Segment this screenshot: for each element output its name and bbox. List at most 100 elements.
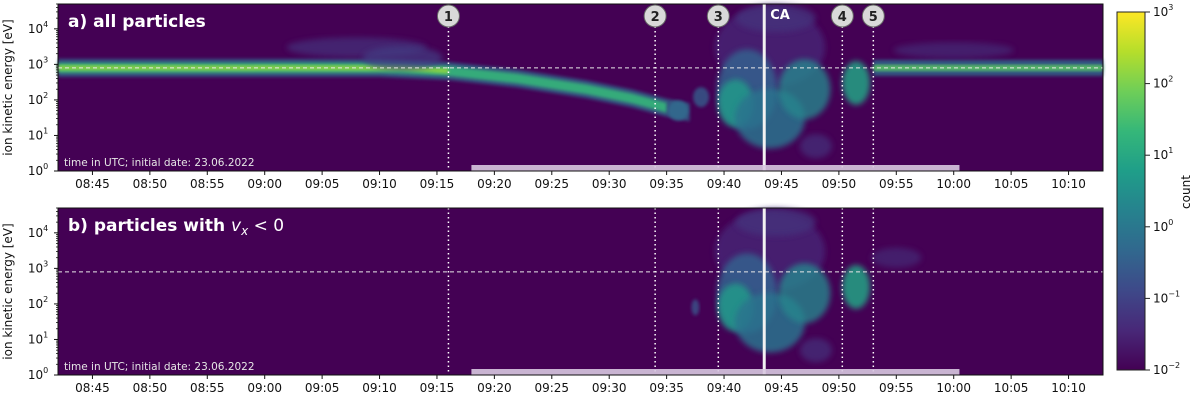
panel-a-annotation: time in UTC; initial date: 23.06.2022 [64,157,255,169]
y-tick-label: 103 [28,55,48,71]
x-tick-label: 09:45 [764,177,799,191]
heatmap-blob [362,46,443,71]
y-tick-label: 101 [28,126,48,142]
y-tick-label: 103 [28,259,48,275]
x-tick-label: 09:50 [822,381,857,395]
colorbar-tick-label: 100 [1153,218,1173,234]
panel-b-annotation: time in UTC; initial date: 23.06.2022 [64,361,255,373]
colorbar-gradient [1117,12,1145,370]
x-tick-label: 08:45 [75,177,110,191]
panel-a: 1 2 3 4 5 CA a) all particles time in UTC; in… [1,3,1104,191]
y-tick-label: 102 [28,91,48,107]
event-marker-badge [706,4,730,28]
colorbar-tick-label: 10−1 [1153,289,1180,305]
heatmap-blob [893,42,1014,59]
event-marker-badge [436,4,460,28]
event-marker-label: 2 [651,10,660,25]
x-tick-label: 09:05 [305,381,340,395]
y-tick-label: 102 [28,295,48,311]
colorbar-tick-label: 101 [1153,146,1173,162]
x-tick-label: 09:45 [764,381,799,395]
x-tick-label: 09:40 [707,177,742,191]
x-tick-label: 10:00 [936,381,971,395]
panel-b-overlay [58,208,1103,375]
heatmap-blob [691,299,700,316]
colorbar-tick-label: 102 [1153,75,1173,91]
heatmap-blob [778,263,831,324]
y-tick-label: 104 [28,224,48,240]
panel-a-title: a) all particles [68,12,206,32]
colorbar: 103 102 101 100 10−1 10−2 count [1116,3,1193,377]
x-tick-label: 09:30 [592,177,627,191]
y-tick-label: 101 [28,330,48,346]
x-tick-label: 09:10 [362,177,397,191]
heatmap-blob [842,264,871,309]
x-tick-label: 09:25 [534,381,569,395]
closest-approach-label: CA [770,8,790,23]
panel-b-axes: 08:45 08:50 08:55 09:00 09:05 09:10 09:15 09:20… [1,207,1104,395]
x-tick-label: 09:25 [534,177,569,191]
x-tick-label: 09:20 [477,381,512,395]
heatmap-blob [668,100,689,121]
x-tick-label: 08:45 [75,381,110,395]
heatmap-band [58,62,667,113]
x-tick-label: 09:20 [477,177,512,191]
x-tick-label: 09:05 [305,177,340,191]
panel-b-title-prefix: b) particles with [68,216,231,236]
x-tick-label: 09:55 [879,177,914,191]
x-tick-label: 09:55 [879,381,914,395]
x-tick-label: 10:05 [994,381,1029,395]
panel-a-axes: 08:45 08:50 08:55 09:00 09:05 09:10 09:15 09:20… [1,3,1104,191]
x-tick-label: 10:10 [1051,177,1086,191]
heatmap-blob [842,60,871,105]
x-tick-label: 10:10 [1051,381,1086,395]
heatmap-blob [735,208,816,237]
panel-b: b) particles with vx < 0 time in UTC; in… [1,207,1104,395]
event-marker-label: 5 [869,10,878,25]
x-tick-label: 08:50 [133,381,168,395]
x-tick-label: 09:40 [707,381,742,395]
event-marker-badge [643,4,667,28]
heatmap-blob [799,338,832,363]
heatmap-blob [735,4,816,33]
event-marker-label: 1 [444,10,453,25]
colorbar-frame [1116,11,1146,371]
x-tick-label: 08:55 [190,177,225,191]
y-tick-label: 100 [28,366,48,382]
x-tick-label: 09:35 [649,381,684,395]
colorbar-label: count [1179,175,1193,209]
x-tick-label: 10:00 [936,177,971,191]
colorbar-ticks: 103 102 101 100 10−1 10−2 [1145,3,1180,377]
heatmap-blob [778,59,831,120]
y-axis-label: ion kinetic energy [eV] [1,19,15,155]
event-marker-badge [861,4,885,28]
heatmap-band [873,64,1103,71]
event-marker-label: 4 [838,10,847,25]
plot-frame [57,207,1104,376]
panel-a-heatmap [58,4,1103,159]
x-tick-label: 09:35 [649,177,684,191]
x-tick-label: 09:50 [822,177,857,191]
x-tick-label: 10:05 [994,177,1029,191]
event-marker-label: 3 [714,10,723,25]
x-tick-label: 08:50 [133,177,168,191]
x-tick-label: 09:00 [247,381,282,395]
heatmap-blob [871,247,922,268]
heatmap-blob [693,87,710,108]
panel-b-background [58,208,1103,375]
heatmap-band [58,65,449,74]
event-marker-badge [830,4,854,28]
colorbar-tick-label: 103 [1153,3,1173,19]
x-tick-label: 09:15 [420,381,455,395]
x-tick-label: 09:30 [592,381,627,395]
x-tick-label: 08:55 [190,381,225,395]
y-tick-label: 104 [28,20,48,36]
panel-b-title-math: v [231,216,242,236]
panel-b-heatmap [691,208,922,363]
highlight-interval-bar [471,165,960,171]
panel-a-overlay: 1 2 3 4 5 CA [58,4,1103,171]
heatmap-band [58,58,690,122]
heatmap-blob [799,134,832,159]
highlight-interval-bar [471,369,960,375]
